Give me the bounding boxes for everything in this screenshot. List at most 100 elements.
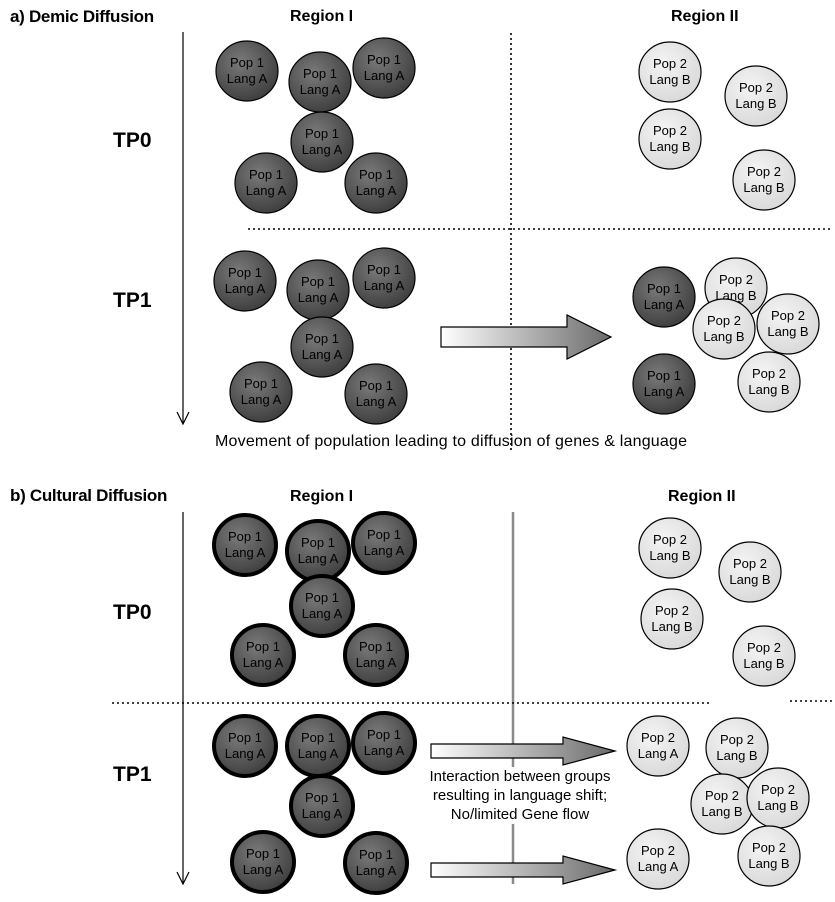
panel-b-tp1-label: TP1	[113, 763, 152, 786]
panel-b-tp1-pop1-circle-shape	[351, 711, 417, 775]
panel-b-tp0-pop1-circle-pop-label: Pop 1	[359, 639, 393, 654]
panel-b-tp0-pop2-circle-shape	[718, 541, 782, 603]
panel-b-tp1-shifted-pop2-circle-shape	[626, 715, 690, 777]
panel-a-tp0-pop1-circle-shape	[344, 152, 408, 214]
panel-b-title: b) Cultural Diffusion	[10, 486, 168, 505]
panel-b-tp0-pop1-circle-lang-label: Lang A	[356, 655, 397, 670]
panel-a-tp1-pop2-circle-pop-label: Pop 2	[771, 308, 805, 323]
panel-a-caption: Movement of population leading to diffus…	[215, 433, 688, 450]
panel-a-tp1-pop1-circle-pop-label: Pop 1	[359, 378, 393, 393]
panel-b-tp1-pop1-circle-lang-label: Lang A	[364, 743, 405, 758]
panel-a-tp1-pop1-circle-lang-label: Lang A	[298, 290, 339, 305]
panel-a-tp1-pop1-circle-shape	[213, 250, 277, 312]
panel-a-tp1-pop2-circle-shape	[692, 298, 756, 360]
panel-b-tp0-pop1-circle-lang-label: Lang A	[302, 606, 343, 621]
panel-b-tp1-shifted-pop2-circle-pop-label: Pop 2	[641, 730, 675, 745]
panel-a-tp1-pop1-circle-lang-label: Lang A	[356, 394, 397, 409]
panel-b-tp1-pop1-circle-pop-label: Pop 1	[228, 730, 262, 745]
panel-a-title: a) Demic Diffusion	[10, 7, 154, 26]
panel-b-tp1-pop1-circle-pop-label: Pop 1	[359, 847, 393, 862]
panel-a-tp1-pop2-circle-pop-label: Pop 2	[707, 313, 741, 328]
panel-a-region-2-title: Region II	[671, 8, 739, 25]
panel-a-tp0-pop1-circle-lang-label: Lang A	[246, 183, 287, 198]
panel-a-tp1-pop2-circle-shape	[737, 351, 801, 413]
panel-a-tp0-pop2-circle-shape	[732, 149, 796, 211]
panel-a-tp1-pop1-circle-pop-label: Pop 1	[301, 274, 335, 289]
panel-a-tp1-pop2-circle-pop-label: Pop 2	[719, 272, 753, 287]
panel-b-tp0-pop1-circle-shape	[289, 574, 355, 638]
panel-b-tp0-pop1-circle-shape	[230, 623, 296, 687]
panel-b-region-1-title: Region I	[290, 488, 354, 505]
panel-b-tp1-pop1-circle-lang-label: Lang A	[225, 746, 266, 761]
panel-a-tp0-pop2-circle-pop-label: Pop 2	[653, 56, 687, 71]
panel-a-tp1-migrant-circle-lang-label: Lang A	[644, 297, 685, 312]
panel-b-interaction-arrow-top	[430, 736, 618, 766]
panel-b-tp0-pop2-circle-pop-label: Pop 2	[747, 640, 781, 655]
panel-b-tp0-pop2-circle-shape	[732, 625, 796, 687]
panel-b-tp1-pop1-circle-pop-label: Pop 1	[301, 730, 335, 745]
panel-b-tp0-pop1-circle-pop-label: Pop 1	[305, 590, 339, 605]
panel-a-tp1-migrant-circle-shape	[632, 266, 696, 328]
panel-a-time-arrow	[176, 32, 190, 426]
panel-b-tp0-pop1-circle-shape	[343, 623, 409, 687]
panel-a-tp0-pop1-circle-shape	[234, 152, 298, 214]
panel-a-tp0-label: TP0	[113, 129, 152, 152]
panel-b-tp1-shifted-pop2-circle-shape	[626, 828, 690, 890]
panel-b-tp1-shifted-pop2-circle-lang-label: Lang A	[638, 746, 679, 761]
panel-a-tp1-pop1-circle-pop-label: Pop 1	[305, 331, 339, 346]
panel-a-tp0-pop1-circle-pop-label: Pop 1	[305, 126, 339, 141]
panel-a-tp0-pop1-circle-pop-label: Pop 1	[303, 66, 337, 81]
panel-a-tp1-migrant-circle-pop-label: Pop 1	[647, 368, 681, 383]
panel-a-tp0-pop2-circle-lang-label: Lang B	[649, 72, 690, 87]
panel-b-tp1-pop2-circle-lang-label: Lang B	[701, 804, 742, 819]
panel-a-tp0-pop1-circle-lang-label: Lang A	[300, 82, 341, 97]
panel-b-tp0-pop2-circle-pop-label: Pop 2	[733, 556, 767, 571]
panel-b-tp1-pop2-circle-pop-label: Pop 2	[705, 788, 739, 803]
panel-b-tp1-pop2-circle-lang-label: Lang B	[757, 798, 798, 813]
panel-a-tp0-pop1-circle-pop-label: Pop 1	[230, 55, 264, 70]
panel-b-time-arrow-head	[176, 871, 190, 886]
panel-b-tp0-pop2-circle-lang-label: Lang B	[649, 548, 690, 563]
panel-a-tp0-pop1-circle-shape	[290, 111, 354, 173]
panel-a-tp0-pop2-circle-shape	[724, 65, 788, 127]
panel-a-tp0-pop1-circle-pop-label: Pop 1	[367, 52, 401, 67]
panel-b-tp1-pop1-circle-lang-label: Lang A	[356, 863, 397, 878]
panel-a-tp1-pop1-circle-pop-label: Pop 1	[228, 265, 262, 280]
panel-b-tp1-pop2-circle-pop-label: Pop 2	[752, 840, 786, 855]
panel-b-tp1-pop1-circle-shape	[230, 830, 296, 894]
panel-a-tp1-pop2-circle-lang-label: Lang B	[767, 324, 808, 339]
panel-b-tp0-pop1-circle-lang-label: Lang A	[298, 551, 339, 566]
panel-b-tp1-pop2-circle-pop-label: Pop 2	[761, 782, 795, 797]
panel-b-tp1-shifted-pop2-circle-lang-label: Lang A	[638, 859, 679, 874]
panel-a-tp1-migrant-circle-pop-label: Pop 1	[647, 281, 681, 296]
panel-b-tp1-pop2-circle-lang-label: Lang B	[716, 748, 757, 763]
panel-a-tp0-pop1-circle-pop-label: Pop 1	[249, 167, 283, 182]
panel-b-tp0-pop1-circle-lang-label: Lang A	[364, 543, 405, 558]
panel-a-tp1-pop1-circle-shape	[352, 247, 416, 309]
panel-b-tp1-pop2-circle-shape	[737, 825, 801, 887]
panel-b-tp0-pop2-circle-shape	[640, 588, 704, 650]
